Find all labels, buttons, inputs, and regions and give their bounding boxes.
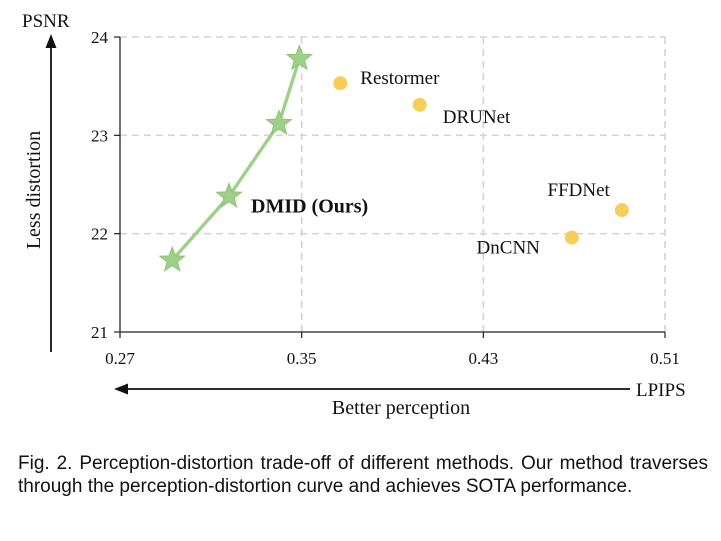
- data-label: FFDNet: [548, 180, 611, 201]
- figure-caption: Fig. 2. Perception-distortion trade-off …: [18, 453, 708, 497]
- y-axis-label: PSNR: [22, 11, 70, 32]
- x-tick-label: 0.35: [287, 349, 317, 368]
- chart: 0.27 0.35 0.43 0.51 21 22 23 24 DMID (Ours) Rest…: [22, 11, 686, 419]
- series-name-label: DMID (Ours): [251, 195, 368, 217]
- data-point-star: [265, 109, 293, 136]
- x-tick-label: 0.27: [105, 349, 135, 368]
- data-point-circle: [333, 76, 348, 91]
- data-label: DRUNet: [443, 107, 511, 128]
- x-direction-label: Better perception: [332, 397, 470, 419]
- data-label: Restormer: [360, 68, 440, 89]
- x-tick-label: 0.43: [468, 349, 498, 368]
- x-axis-label: LPIPS: [636, 380, 686, 401]
- series-line: [170, 58, 302, 262]
- data-point-circle: [412, 97, 427, 112]
- y-tick-label: 24: [91, 28, 109, 47]
- data-point-star: [158, 245, 186, 272]
- data-markers: [158, 44, 629, 272]
- data-point-star: [285, 44, 314, 71]
- data-point-circle: [564, 230, 579, 245]
- y-tick-label: 23: [91, 126, 108, 145]
- x-direction-arrowhead: [114, 383, 128, 395]
- y-tick-label: 22: [91, 225, 108, 244]
- y-tick-label: 21: [91, 323, 108, 342]
- direction-arrows: [45, 34, 630, 395]
- x-tick-label: 0.51: [650, 349, 680, 368]
- data-label: DnCNN: [477, 238, 541, 259]
- axes: [114, 36, 666, 338]
- grid-lines: [120, 36, 666, 332]
- tick-labels: 0.27 0.35 0.43 0.51 21 22 23 24: [91, 28, 680, 368]
- y-direction-label: Less distortion: [23, 131, 45, 249]
- y-direction-arrowhead: [45, 34, 57, 48]
- data-point-star: [215, 181, 243, 208]
- dmid-curve: [170, 58, 302, 262]
- data-point-circle: [614, 203, 629, 218]
